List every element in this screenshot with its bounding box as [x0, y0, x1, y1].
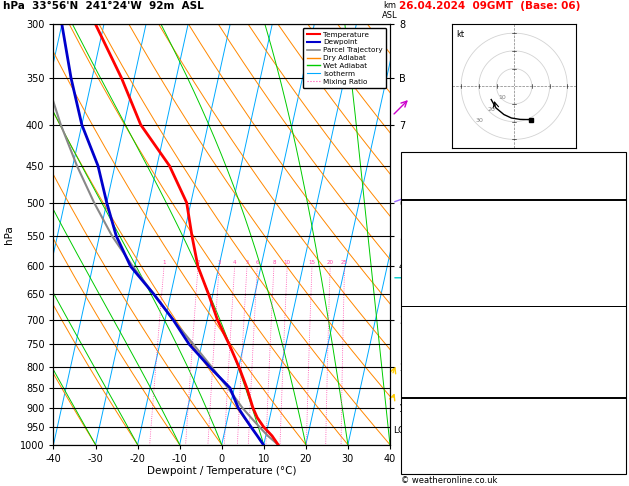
Text: CAPE (J): CAPE (J) — [404, 369, 440, 378]
Text: 32: 32 — [612, 171, 623, 179]
Text: 6: 6 — [255, 260, 259, 265]
Text: km
ASL: km ASL — [382, 0, 398, 20]
Text: EH: EH — [404, 415, 417, 424]
Text: 26.04.2024  09GMT  (Base: 06): 26.04.2024 09GMT (Base: 06) — [399, 1, 581, 12]
Text: 10: 10 — [284, 260, 291, 265]
Text: θₑ(K): θₑ(K) — [404, 247, 426, 256]
Text: Hodograph: Hodograph — [489, 399, 538, 409]
Text: kt: kt — [456, 30, 464, 38]
Text: LCL: LCL — [393, 426, 409, 435]
Text: StmSpd (kt): StmSpd (kt) — [404, 461, 459, 470]
Text: 0: 0 — [618, 278, 623, 286]
Text: 45: 45 — [612, 430, 623, 439]
Text: 334°: 334° — [602, 446, 623, 454]
Text: 1: 1 — [162, 260, 166, 265]
Text: -0: -0 — [615, 415, 623, 424]
Text: hPa  33°56'N  241°24'W  92m  ASL: hPa 33°56'N 241°24'W 92m ASL — [3, 1, 204, 12]
Text: 750: 750 — [606, 323, 623, 332]
Text: 5: 5 — [245, 260, 248, 265]
Text: θₑ (K): θₑ (K) — [404, 339, 430, 347]
Text: 10: 10 — [499, 95, 506, 100]
Text: Lifted Index: Lifted Index — [404, 354, 458, 363]
Y-axis label: hPa: hPa — [4, 225, 14, 244]
Text: © weatheronline.co.uk: © weatheronline.co.uk — [401, 476, 498, 485]
Text: 0: 0 — [618, 384, 623, 393]
Text: Lifted Index: Lifted Index — [404, 262, 458, 271]
Text: 8: 8 — [272, 260, 276, 265]
Text: K: K — [404, 155, 410, 164]
Text: CIN (J): CIN (J) — [404, 293, 433, 302]
Text: 2: 2 — [196, 260, 200, 265]
Text: 307: 307 — [606, 247, 623, 256]
Text: CIN (J): CIN (J) — [404, 384, 433, 393]
Text: 3: 3 — [218, 260, 221, 265]
Text: 21: 21 — [612, 461, 623, 470]
Text: Totals Totals: Totals Totals — [404, 171, 459, 179]
Text: 4: 4 — [233, 260, 237, 265]
Text: 5: 5 — [618, 155, 623, 164]
Text: Temp (°C): Temp (°C) — [404, 216, 449, 226]
Text: Most Unstable: Most Unstable — [481, 308, 546, 317]
Text: 11: 11 — [612, 354, 623, 363]
Text: 0: 0 — [618, 293, 623, 302]
Text: 20: 20 — [487, 107, 495, 112]
Text: 1.9: 1.9 — [609, 186, 623, 195]
Text: 15: 15 — [308, 260, 316, 265]
Text: 20: 20 — [326, 260, 333, 265]
Text: 30: 30 — [476, 118, 484, 123]
Text: StmDir: StmDir — [404, 446, 436, 454]
Text: CAPE (J): CAPE (J) — [404, 278, 440, 286]
Text: 309: 309 — [606, 339, 623, 347]
Text: Dewp (°C): Dewp (°C) — [404, 232, 451, 241]
Text: Pressure (mb): Pressure (mb) — [404, 323, 467, 332]
X-axis label: Dewpoint / Temperature (°C): Dewpoint / Temperature (°C) — [147, 467, 296, 476]
Text: 0: 0 — [618, 369, 623, 378]
Text: 25: 25 — [341, 260, 348, 265]
Text: Surface: Surface — [496, 201, 531, 210]
Text: 13.4: 13.4 — [603, 216, 623, 226]
Text: 13: 13 — [612, 262, 623, 271]
Text: 9.9: 9.9 — [609, 232, 623, 241]
Text: SREH: SREH — [404, 430, 429, 439]
Legend: Temperature, Dewpoint, Parcel Trajectory, Dry Adiabat, Wet Adiabat, Isotherm, Mi: Temperature, Dewpoint, Parcel Trajectory… — [303, 28, 386, 88]
Text: PW (cm): PW (cm) — [404, 186, 442, 195]
